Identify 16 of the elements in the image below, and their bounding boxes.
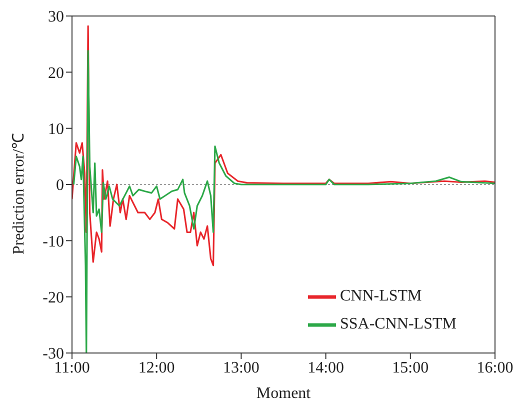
y-tick-label: 30 — [48, 8, 64, 26]
x-tick-label: 13:00 — [222, 359, 260, 376]
x-tick-label: 15:00 — [392, 359, 429, 376]
y-tick-label: 20 — [48, 64, 64, 82]
y-tick-label: 10 — [48, 121, 64, 138]
legend-label: CNN-LSTM — [340, 288, 422, 305]
y-tick-label: -10 — [42, 233, 64, 250]
y-tick-label: 0 — [56, 177, 64, 194]
legend-label: SSA-CNN-LSTM — [340, 316, 456, 333]
y-axis-title: Prediction error/℃ — [10, 133, 28, 254]
x-tick-label: 16:00 — [476, 359, 514, 376]
x-tick-label: 12:00 — [138, 359, 175, 376]
line-series — [72, 25, 495, 266]
x-axis-title: Moment — [256, 385, 312, 402]
y-tick-label: -20 — [42, 290, 64, 307]
x-tick-label: 14:00 — [308, 359, 344, 376]
